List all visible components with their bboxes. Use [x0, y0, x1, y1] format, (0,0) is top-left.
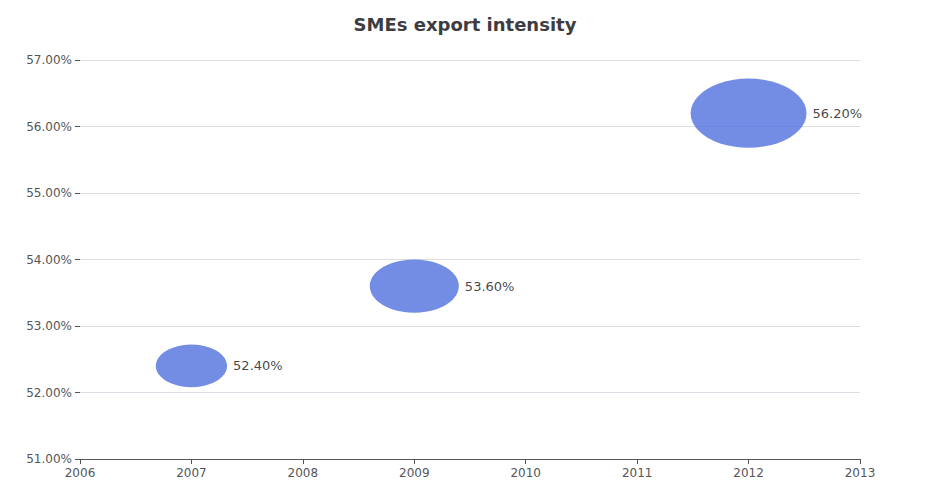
svg-text:53.00%: 53.00% [26, 319, 72, 333]
svg-text:53.60%: 53.60% [465, 279, 515, 294]
svg-text:56.00%: 56.00% [26, 120, 72, 134]
svg-text:57.00%: 57.00% [26, 53, 72, 67]
svg-text:54.00%: 54.00% [26, 253, 72, 267]
svg-text:56.20%: 56.20% [813, 106, 863, 121]
svg-text:2006: 2006 [65, 466, 96, 480]
svg-text:52.40%: 52.40% [233, 358, 283, 373]
svg-text:51.00%: 51.00% [26, 452, 72, 466]
svg-text:2012: 2012 [733, 466, 764, 480]
svg-text:2008: 2008 [288, 466, 319, 480]
svg-text:2007: 2007 [176, 466, 207, 480]
svg-text:55.00%: 55.00% [26, 186, 72, 200]
svg-text:SMEs export intensity: SMEs export intensity [354, 14, 577, 35]
svg-text:2010: 2010 [510, 466, 541, 480]
svg-text:2013: 2013 [845, 466, 876, 480]
svg-text:2009: 2009 [399, 466, 430, 480]
svg-text:52.00%: 52.00% [26, 386, 72, 400]
svg-text:2011: 2011 [622, 466, 653, 480]
